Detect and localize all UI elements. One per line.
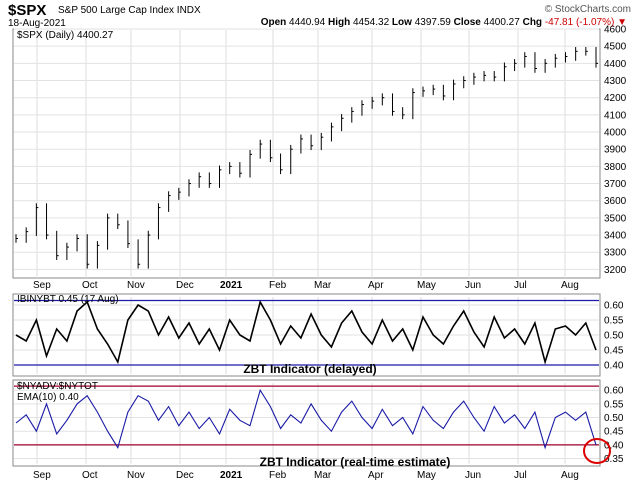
y-tick-label: 3800	[604, 162, 627, 173]
high-label: High	[327, 17, 351, 28]
x-tick-label: Jun	[465, 470, 481, 481]
x-tick-label: Mar	[314, 280, 332, 291]
x-tick-label: Jun	[465, 280, 481, 291]
y-tick-label: 0.35	[604, 454, 624, 465]
low-label: Low	[391, 17, 412, 28]
y-tick-label: 0.50	[604, 413, 624, 424]
y-tick-label: 0.45	[604, 427, 624, 438]
low-value: 4397.59	[414, 17, 451, 28]
y-tick-label: 3600	[604, 196, 627, 207]
x-tick-label: Mar	[314, 470, 332, 481]
ind2-title: ZBT Indicator (real-time estimate)	[260, 455, 451, 469]
ohlc-bar: Open 4440.94 High 4454.32 Low 4397.59 Cl…	[261, 17, 627, 28]
chg-label: Chg	[522, 17, 543, 28]
ind1-legend: !BINYBT 0.45 (17 Aug)	[17, 294, 119, 305]
price-panel-frame	[12, 28, 601, 279]
y-tick-label: 4600	[604, 25, 627, 36]
high-value: 4454.32	[352, 17, 390, 28]
x-tick-label: Oct	[82, 470, 98, 481]
y-tick-label: 0.40	[604, 361, 624, 372]
x-tick-label: Apr	[368, 280, 384, 291]
symbol: $SPX	[8, 2, 47, 19]
down-arrow-icon: ▼	[617, 17, 627, 28]
index-full-name: S&P 500 Large Cap Index	[58, 5, 175, 16]
y-tick-label: 0.60	[604, 301, 624, 312]
x-tick-label: Apr	[368, 470, 384, 481]
ind2-panel-frame	[12, 379, 601, 467]
y-tick-label: 4300	[604, 76, 627, 87]
y-tick-label: 0.60	[604, 386, 624, 397]
open-label: Open	[260, 17, 287, 28]
brand: © StockCharts.com	[544, 4, 631, 15]
x-tick-label: Nov	[127, 280, 145, 291]
x-tick-label: Dec	[176, 470, 194, 481]
ind2-legend-ratio: $NYADV:$NYTOT	[17, 381, 98, 392]
zbt-delayed-line	[15, 299, 597, 365]
y-tick-label: 4500	[604, 42, 627, 53]
y-tick-label: 4200	[604, 93, 627, 104]
x-tick-label: Sep	[33, 470, 51, 481]
open-value: 4440.94	[289, 17, 326, 28]
x-tick-label: Feb	[269, 470, 287, 481]
x-tick-label: Oct	[82, 280, 98, 291]
x-tick-label: Aug	[561, 280, 579, 291]
x-tick-label: 2021	[220, 470, 243, 481]
chart-header: $SPX S&P 500 Large Cap Index INDX 18-Aug…	[0, 0, 639, 30]
x-tick-label: Jul	[514, 470, 527, 481]
index-name: S&P 500 Large Cap Index INDX	[58, 5, 201, 16]
y-tick-label: 3700	[604, 179, 627, 190]
price-legend: $SPX (Daily) 4400.27	[17, 30, 114, 41]
highlight-circle	[583, 438, 611, 464]
y-tick-label: 0.45	[604, 346, 624, 357]
y-tick-label: 0.55	[604, 399, 624, 410]
y-tick-label: 0.50	[604, 331, 624, 342]
x-tick-label: Aug	[561, 470, 579, 481]
zbt-realtime-line	[15, 388, 597, 450]
x-tick-label: Dec	[176, 280, 194, 291]
exchange: INDX	[176, 5, 201, 16]
chg-value: -47.81 (-1.07%)	[544, 17, 615, 28]
y-tick-label: 3900	[604, 145, 627, 156]
chart-date: 18-Aug-2021	[8, 18, 66, 29]
y-tick-label: 4100	[604, 110, 627, 121]
x-tick-label: May	[417, 470, 436, 481]
y-tick-label: 3400	[604, 231, 627, 242]
y-tick-label: 3200	[604, 265, 627, 276]
ind1-title: ZBT Indicator (delayed)	[243, 362, 376, 376]
y-tick-label: 3500	[604, 213, 627, 224]
close-label: Close	[453, 17, 481, 28]
y-tick-label: 0.40	[604, 440, 624, 451]
ind2-legend-ema: EMA(10) 0.40	[17, 392, 79, 403]
y-tick-label: 4400	[604, 59, 627, 70]
x-tick-label: Nov	[127, 470, 145, 481]
close-value: 4400.27	[483, 17, 520, 28]
y-tick-label: 3300	[604, 248, 627, 259]
x-tick-label: Sep	[33, 280, 51, 291]
y-tick-label: 4000	[604, 128, 627, 139]
x-tick-label: 2021	[220, 280, 243, 291]
x-tick-label: May	[417, 280, 436, 291]
y-tick-label: 0.55	[604, 316, 624, 327]
x-tick-label: Feb	[269, 280, 287, 291]
x-tick-label: Jul	[514, 280, 527, 291]
